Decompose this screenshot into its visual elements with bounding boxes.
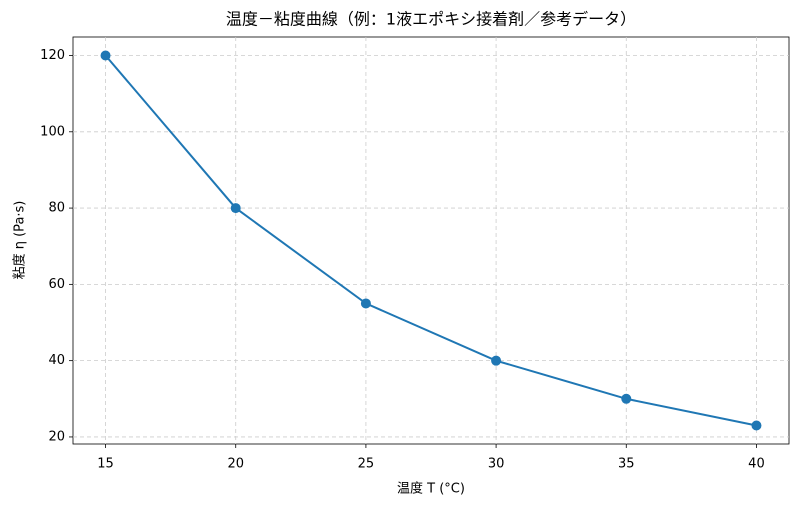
y-tick-label: 60 (48, 277, 65, 292)
y-tick-label: 40 (48, 353, 65, 368)
data-point (100, 50, 111, 61)
x-tick-label: 15 (97, 457, 114, 472)
x-tick-label: 20 (227, 457, 244, 472)
data-point (751, 420, 762, 431)
x-tick-label: 40 (748, 457, 765, 472)
y-tick-label: 80 (48, 201, 65, 216)
x-axis-label: 温度 T (°C) (397, 481, 465, 497)
x-tick-label: 25 (358, 457, 375, 472)
data-point (621, 393, 632, 404)
data-point (360, 298, 371, 309)
x-tick-label: 30 (488, 457, 505, 472)
data-line (104, 54, 757, 427)
y-tick-label: 100 (40, 124, 65, 139)
y-axis-label: 粘度 η (Pa·s) (12, 201, 28, 280)
data-point (491, 355, 502, 366)
y-tick-label: 20 (48, 429, 65, 444)
data-point (230, 203, 241, 214)
y-tick-label: 120 (40, 48, 65, 63)
plot-frame (72, 36, 790, 445)
x-tick-label: 35 (618, 457, 635, 472)
chart-title: 温度－粘度曲線（例：1液エポキシ接着剤／参考データ） (226, 10, 636, 29)
